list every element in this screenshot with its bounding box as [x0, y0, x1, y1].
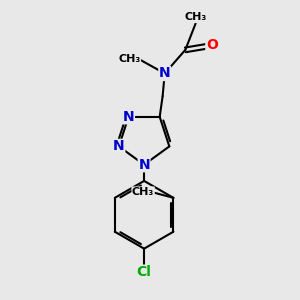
Text: N: N: [123, 110, 134, 124]
Text: N: N: [138, 158, 150, 172]
Text: Cl: Cl: [137, 265, 152, 279]
Text: N: N: [159, 66, 170, 80]
Text: CH₃: CH₃: [118, 54, 140, 64]
Text: CH₃: CH₃: [132, 187, 154, 197]
Text: CH₃: CH₃: [184, 13, 207, 22]
Text: N: N: [113, 140, 125, 153]
Text: O: O: [206, 38, 218, 52]
